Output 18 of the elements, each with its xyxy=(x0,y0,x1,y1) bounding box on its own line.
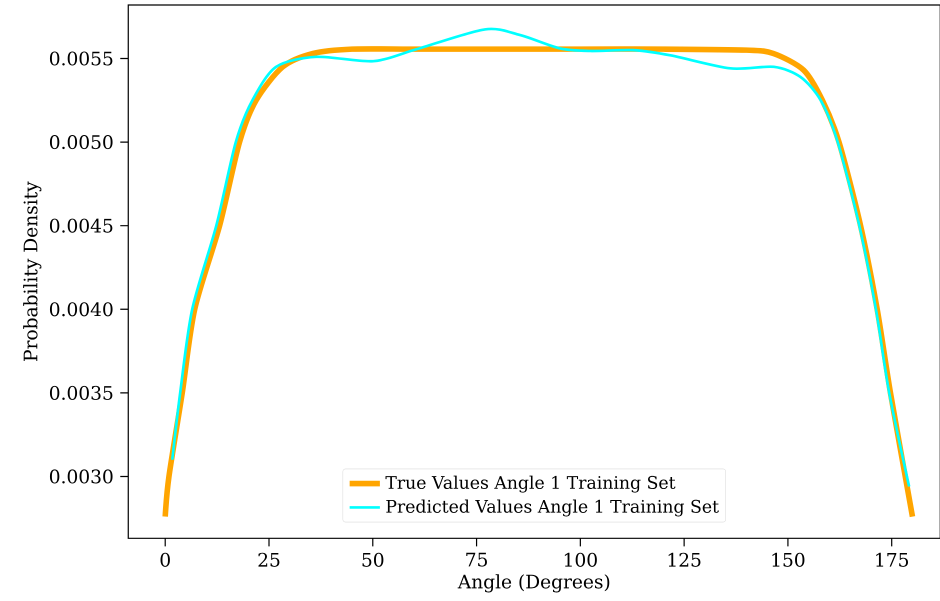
x-axis-title: Angle (Degrees) xyxy=(458,574,610,592)
x-tick-label: 150 xyxy=(772,552,804,567)
legend-label: Predicted Values Angle 1 Training Set xyxy=(386,499,719,516)
x-tick-label: 125 xyxy=(668,552,700,567)
y-tick-label: 0.0035 xyxy=(50,386,112,400)
y-tick-label: 0.0030 xyxy=(50,469,113,484)
x-tick-label: 75 xyxy=(466,552,487,567)
y-tick-label: 0.0050 xyxy=(50,135,113,150)
x-tick-label: 100 xyxy=(564,552,597,567)
x-tick-label: 50 xyxy=(362,552,384,567)
x-tick-label: 175 xyxy=(876,552,908,567)
legend-label: True Values Angle 1 Training Set xyxy=(386,476,676,493)
y-tick-label: 0.0045 xyxy=(50,218,112,233)
y-tick-label: 0.0055 xyxy=(50,51,112,66)
x-tick-label: 0 xyxy=(160,552,170,567)
y-axis-title: Probability Density xyxy=(23,181,42,361)
y-tick-label: 0.0040 xyxy=(50,302,113,316)
x-tick-label: 25 xyxy=(258,552,280,567)
